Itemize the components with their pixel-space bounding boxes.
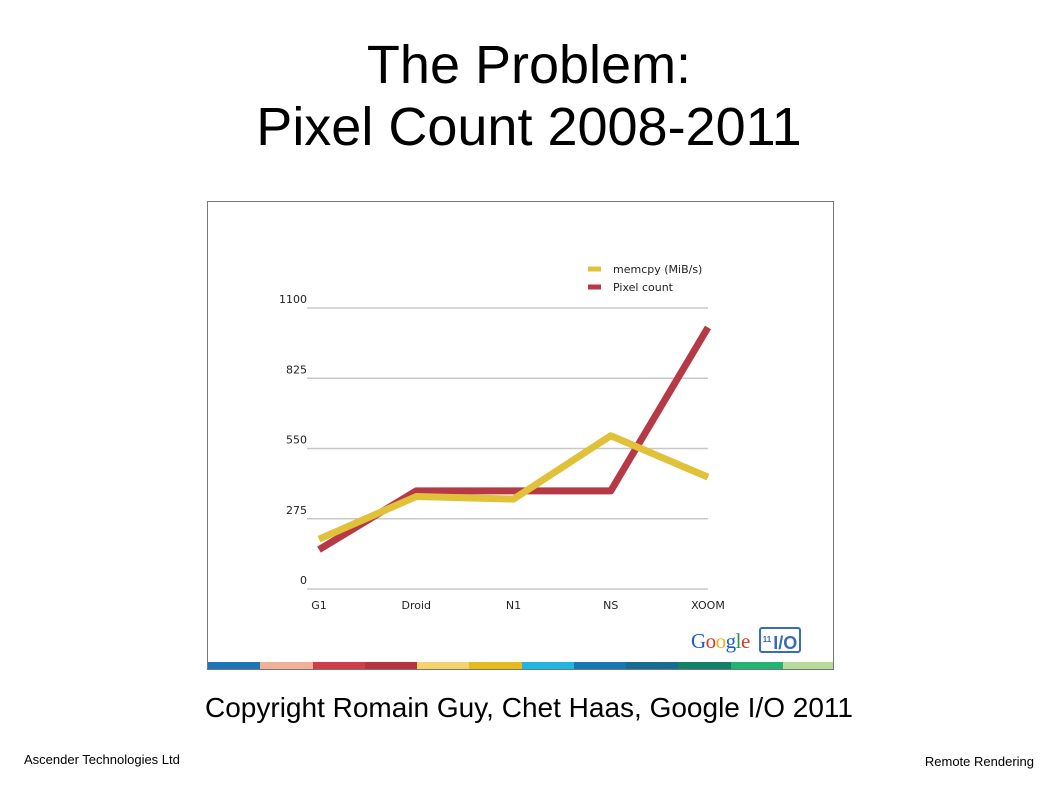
x-tick-label: N1 [506, 599, 521, 612]
legend-label: Pixel count [613, 281, 674, 294]
y-tick-label: 275 [286, 504, 307, 517]
color-strip-segment [469, 662, 522, 669]
color-strip-segment [678, 662, 731, 669]
line-chart: 0 275 550 825 1100 G1 Droid N1 NS XOOM memcpy (MiB… [279, 263, 725, 612]
color-strip-segment [626, 662, 679, 669]
io-text: I/O [773, 633, 798, 653]
io-year: 11 [762, 635, 772, 644]
color-strip-segment [573, 662, 626, 669]
title-line-1: The Problem: [366, 35, 692, 95]
color-strip-segment [782, 662, 833, 669]
google-io-logo: Google 11 I/O [691, 626, 803, 656]
color-strip-segment [417, 662, 470, 669]
io-badge: 11 I/O [759, 627, 801, 653]
legend-label: memcpy (MiB/s) [613, 263, 702, 276]
x-tick-label: NS [603, 599, 618, 612]
title-line-2: Pixel Count 2008-2011 [256, 97, 802, 157]
y-tick-label: 1100 [279, 293, 307, 306]
copyright-caption: Copyright Romain Guy, Chet Haas, Google … [205, 692, 853, 723]
google-wordmark: Google [691, 629, 750, 653]
y-tick-label: 825 [286, 363, 307, 376]
color-strip-segment [730, 662, 783, 669]
y-tick-label: 0 [300, 574, 307, 587]
chart-panel: 0 275 550 825 1100 G1 Droid N1 NS XOOM memcpy (MiB… [207, 201, 834, 670]
color-strip-segment [260, 662, 313, 669]
color-strip-segment [521, 662, 574, 669]
footer-company: Ascender Technologies Ltd [24, 752, 180, 767]
color-strip-segment [364, 662, 417, 669]
google-color-strip [208, 662, 833, 669]
x-tick-label: Droid [401, 599, 431, 612]
x-tick-label: G1 [311, 599, 327, 612]
color-strip-segment [312, 662, 365, 669]
color-strip-segment [208, 662, 261, 669]
footer-topic: Remote Rendering [924, 754, 1034, 769]
x-tick-label: XOOM [691, 599, 725, 612]
slide-title: The Problem: Pixel Count 2008-2011 [0, 34, 1058, 158]
y-tick-label: 550 [286, 434, 307, 447]
